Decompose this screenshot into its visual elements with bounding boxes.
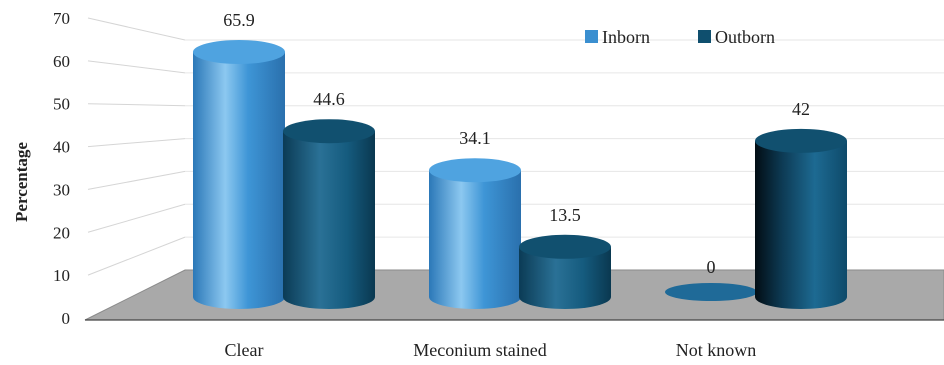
bar-body (519, 246, 611, 309)
data-label: 13.5 (549, 205, 581, 225)
y-axis-title: Percentage (12, 142, 31, 222)
bar-inborn-meconium-stained (429, 158, 521, 309)
bars (193, 40, 847, 309)
gridline-left-50 (87, 103, 186, 107)
bar-top (429, 158, 521, 183)
y-tick-label: 20 (53, 223, 70, 242)
data-label: 42 (792, 99, 810, 119)
data-label: 0 (707, 257, 716, 277)
data-label: 34.1 (459, 128, 491, 148)
legend-label-outborn: Outborn (715, 27, 775, 47)
bar-outborn-not-known (755, 128, 847, 309)
data-label: 44.6 (313, 89, 345, 109)
data-label: 65.9 (223, 10, 255, 30)
bar-top (283, 119, 375, 144)
legend-swatch-inborn (585, 30, 598, 43)
y-tick-label: 10 (53, 266, 70, 285)
y-tick-label: 50 (53, 95, 70, 114)
data-labels: 65.9 34.1 0 44.6 13.5 42 (223, 10, 810, 277)
y-tick-label: 0 (62, 309, 71, 328)
y-tick-label: 40 (53, 138, 70, 157)
gridline-left-40 (87, 138, 186, 148)
bar-zero-disc (665, 283, 757, 301)
bar-inborn-not-known (665, 283, 757, 301)
category-label: Not known (676, 340, 757, 360)
bar-body (429, 170, 521, 309)
gridline-left-10 (87, 236, 186, 276)
y-tick-label: 30 (53, 180, 70, 199)
category-labels: Clear Meconium stained Not known (225, 340, 757, 360)
gridline-left-20 (87, 203, 186, 233)
y-axis-ticks: 0 10 20 30 40 50 60 70 (53, 9, 70, 328)
bar-outborn-meconium-stained (519, 234, 611, 309)
y-tick-label: 70 (53, 9, 70, 28)
category-label: Meconium stained (413, 340, 546, 360)
legend-label-inborn: Inborn (602, 27, 650, 47)
gridline-left-30 (87, 170, 186, 190)
bar-outborn-clear (283, 119, 375, 309)
gridline-left-70 (87, 17, 186, 41)
legend-swatch-outborn (698, 30, 711, 43)
bar-body (283, 131, 375, 309)
gridline-left-60 (87, 60, 186, 74)
bar-body (193, 52, 285, 309)
legend: Inborn Outborn (585, 27, 775, 47)
bar-inborn-clear (193, 40, 285, 309)
bar-top (755, 128, 847, 153)
bar-top (519, 234, 611, 259)
bar-body (755, 140, 847, 309)
bar-top (193, 40, 285, 64)
category-label: Clear (225, 340, 264, 360)
y-tick-label: 60 (53, 52, 70, 71)
